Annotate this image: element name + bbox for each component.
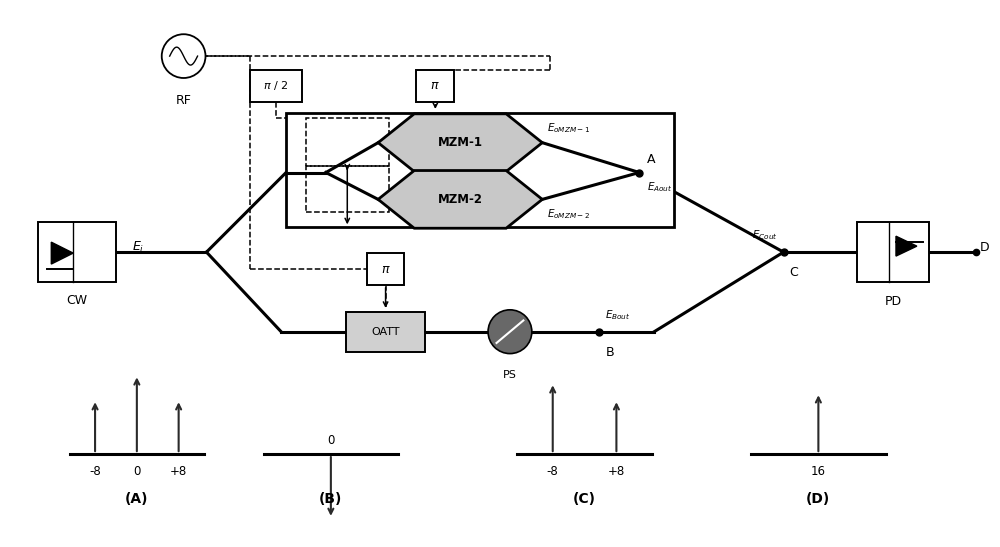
Text: CW: CW: [67, 294, 88, 307]
Polygon shape: [896, 236, 917, 256]
Text: +8: +8: [608, 465, 625, 478]
Polygon shape: [51, 242, 73, 264]
Bar: [306, 166, 389, 212]
Text: MZM-1: MZM-1: [438, 136, 483, 149]
Text: PD: PD: [884, 295, 902, 308]
Bar: [367, 253, 404, 285]
Bar: [346, 312, 425, 352]
Text: MZM-2: MZM-2: [438, 193, 483, 206]
Text: 0: 0: [133, 465, 141, 478]
Text: $E_{Bout}$: $E_{Bout}$: [605, 308, 631, 322]
Circle shape: [162, 34, 206, 78]
Text: RF: RF: [176, 94, 192, 107]
Text: +8: +8: [170, 465, 187, 478]
Text: $E_{Aout}$: $E_{Aout}$: [647, 181, 673, 194]
Bar: [416, 70, 454, 102]
Text: PS: PS: [503, 370, 517, 380]
Text: 0: 0: [327, 434, 335, 447]
Polygon shape: [378, 171, 542, 228]
Text: $\pi$: $\pi$: [381, 263, 390, 276]
Text: $E_i$: $E_i$: [132, 240, 144, 255]
Bar: [286, 113, 674, 227]
Text: $E_{oMZM-1}$: $E_{oMZM-1}$: [547, 121, 591, 135]
Text: (C): (C): [573, 492, 596, 506]
Text: $E_{Cout}$: $E_{Cout}$: [752, 228, 778, 242]
Bar: [250, 70, 302, 102]
Text: -8: -8: [89, 465, 101, 478]
Text: B: B: [605, 346, 614, 359]
Text: A: A: [647, 153, 656, 166]
Polygon shape: [378, 114, 542, 172]
Bar: [306, 118, 389, 166]
Text: -8: -8: [547, 465, 559, 478]
Text: C: C: [790, 266, 798, 279]
Text: (D): (D): [806, 492, 830, 506]
Circle shape: [488, 310, 532, 353]
Text: (B): (B): [319, 492, 343, 506]
Text: OATT: OATT: [371, 327, 400, 337]
Text: $\pi$ / 2: $\pi$ / 2: [263, 79, 289, 92]
Text: D: D: [980, 241, 989, 254]
Text: (A): (A): [125, 492, 149, 506]
Text: $\pi$: $\pi$: [430, 79, 440, 92]
Text: $E_{oMZM-2}$: $E_{oMZM-2}$: [547, 207, 591, 221]
Bar: [857, 222, 929, 282]
Text: 16: 16: [811, 465, 826, 478]
Bar: [38, 222, 116, 282]
